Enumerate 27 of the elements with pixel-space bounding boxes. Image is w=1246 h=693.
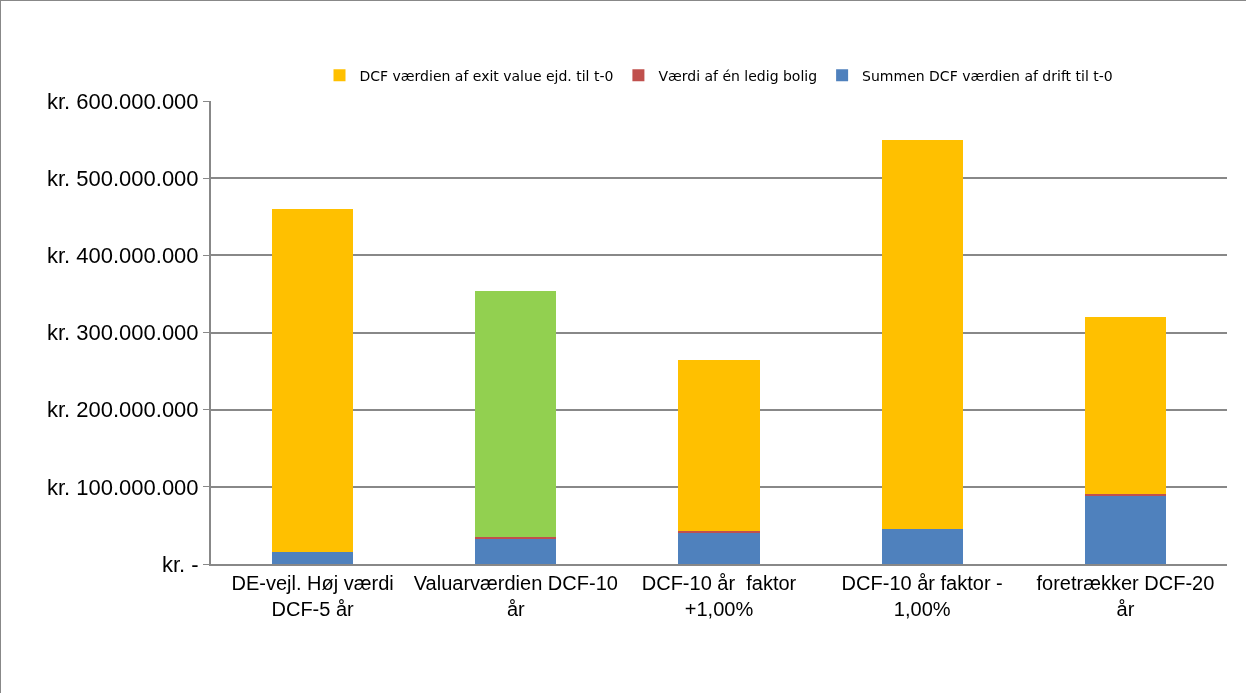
- legend-label: DCF værdien af exit value ejd. til t-0: [359, 67, 614, 84]
- x-tick-label: DCF-10 år faktor +1,00%: [641, 572, 797, 620]
- x-tick-label: DCF-10 år faktor - 1,00%: [841, 572, 1003, 620]
- bar: [678, 533, 760, 564]
- bar: [678, 360, 760, 531]
- bar: [881, 139, 963, 530]
- bar: [475, 538, 557, 564]
- bar: [1084, 495, 1167, 564]
- bar: [271, 209, 354, 553]
- legend-label: Summen DCF værdien af drift til t-0: [862, 67, 1113, 84]
- legend-label: Værdi af én ledig bolig: [658, 67, 818, 84]
- x-tick-label: Valuarværdien DCF-10 år: [413, 572, 618, 620]
- bar: [1084, 317, 1167, 494]
- y-tick-label: kr. 500.000.000: [46, 165, 199, 191]
- bar: [271, 552, 354, 564]
- x-tick-label: DE-vejl. Høj værdi DCF-5 år: [231, 572, 394, 620]
- y-tick-label: kr. 400.000.000: [46, 243, 199, 269]
- y-tick-label: kr. 600.000.000: [46, 88, 199, 114]
- bar: [881, 529, 963, 564]
- bar: [475, 536, 557, 539]
- bar: [1084, 493, 1167, 496]
- bar: [475, 290, 557, 537]
- y-tick-label: kr. 200.000.000: [46, 397, 199, 423]
- x-tick-label: foretrækker DCF-20 år: [1036, 572, 1215, 620]
- y-tick-label: kr. 100.000.000: [46, 474, 199, 500]
- y-tick-label: kr. 300.000.000: [46, 320, 199, 346]
- y-tick-label: kr. -: [161, 551, 199, 577]
